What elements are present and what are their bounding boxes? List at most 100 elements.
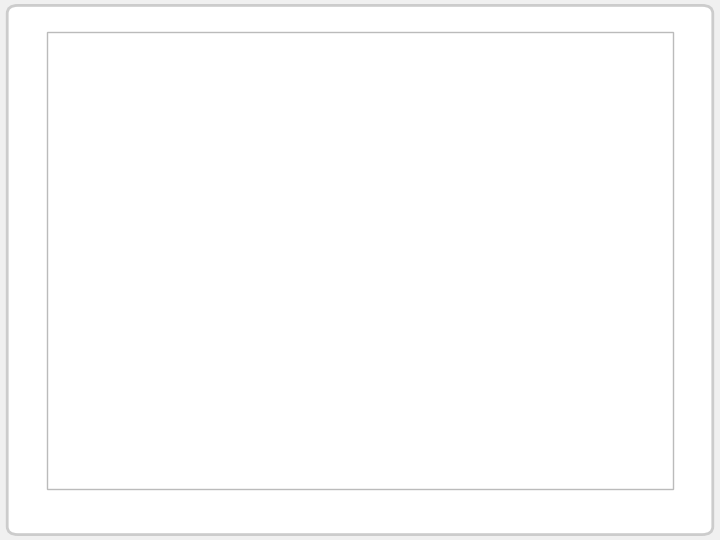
Polygon shape [485, 340, 500, 352]
Polygon shape [469, 374, 478, 376]
Polygon shape [471, 326, 482, 341]
Polygon shape [431, 345, 435, 355]
Polygon shape [397, 372, 410, 375]
Polygon shape [466, 387, 474, 390]
Polygon shape [477, 331, 490, 345]
Polygon shape [428, 381, 433, 382]
Polygon shape [492, 390, 509, 395]
Polygon shape [469, 413, 479, 425]
Polygon shape [449, 395, 450, 401]
Polygon shape [456, 318, 462, 334]
Text: полукружные
каналы
(вращательное
движение): полукружные каналы (вращательное движени… [98, 333, 192, 377]
Polygon shape [464, 357, 472, 364]
Polygon shape [395, 378, 408, 380]
Polygon shape [464, 414, 473, 427]
Text: овальное
окно: овальное окно [122, 181, 174, 203]
Polygon shape [404, 359, 415, 365]
Polygon shape [275, 388, 305, 476]
Polygon shape [458, 393, 464, 399]
Polygon shape [460, 415, 467, 429]
Polygon shape [459, 319, 465, 335]
Polygon shape [445, 416, 446, 430]
Polygon shape [418, 349, 426, 357]
Polygon shape [436, 416, 439, 429]
Polygon shape [466, 361, 474, 367]
Polygon shape [409, 406, 420, 416]
Polygon shape [399, 366, 412, 370]
Polygon shape [430, 388, 434, 391]
Polygon shape [460, 392, 466, 397]
Polygon shape [428, 346, 433, 355]
Polygon shape [443, 373, 444, 375]
Polygon shape [428, 381, 433, 382]
Polygon shape [462, 320, 469, 336]
Polygon shape [432, 376, 436, 377]
Text: Рис. 1. Схема костного и перепончатого лабиринтов: Рис. 1. Схема костного и перепончатого л… [129, 512, 591, 528]
Text: эндолимфатический
мешок: эндолимфатический мешок [91, 457, 205, 479]
Polygon shape [431, 377, 435, 379]
Polygon shape [431, 376, 436, 377]
Polygon shape [439, 394, 441, 399]
Polygon shape [431, 388, 435, 392]
Polygon shape [475, 329, 487, 343]
Polygon shape [410, 353, 420, 361]
Polygon shape [395, 387, 408, 390]
Polygon shape [441, 373, 443, 375]
Polygon shape [467, 384, 476, 386]
Polygon shape [437, 393, 439, 398]
Polygon shape [454, 416, 458, 430]
Polygon shape [304, 364, 336, 392]
Polygon shape [492, 388, 510, 392]
Polygon shape [450, 395, 453, 401]
Polygon shape [200, 290, 310, 430]
Polygon shape [451, 395, 454, 401]
Polygon shape [428, 383, 433, 384]
Polygon shape [440, 373, 441, 375]
Polygon shape [402, 401, 415, 409]
Polygon shape [490, 350, 507, 360]
Polygon shape [438, 373, 441, 375]
Polygon shape [434, 374, 438, 376]
Polygon shape [493, 386, 511, 389]
Text: водопровод
улитки
(слух): водопровод улитки (слух) [422, 434, 488, 467]
Polygon shape [494, 382, 512, 384]
Polygon shape [396, 392, 410, 396]
Polygon shape [489, 395, 505, 402]
Polygon shape [395, 385, 408, 388]
Polygon shape [428, 414, 433, 427]
Polygon shape [428, 383, 433, 386]
Polygon shape [430, 387, 434, 390]
Polygon shape [457, 394, 462, 399]
Polygon shape [451, 417, 455, 430]
Polygon shape [442, 416, 444, 430]
Polygon shape [433, 375, 436, 377]
Polygon shape [494, 368, 513, 372]
Polygon shape [397, 393, 410, 399]
Polygon shape [493, 362, 511, 368]
Polygon shape [480, 406, 494, 416]
Polygon shape [468, 382, 477, 383]
Polygon shape [435, 345, 438, 354]
Polygon shape [441, 373, 442, 375]
Polygon shape [272, 338, 338, 394]
Polygon shape [429, 386, 433, 388]
Polygon shape [433, 415, 437, 428]
Polygon shape [469, 376, 478, 377]
Polygon shape [487, 345, 504, 355]
Polygon shape [456, 416, 462, 430]
Polygon shape [398, 368, 411, 372]
Polygon shape [469, 323, 479, 339]
Polygon shape [482, 404, 496, 414]
Polygon shape [495, 370, 513, 374]
Polygon shape [456, 349, 462, 358]
Polygon shape [436, 374, 438, 375]
Polygon shape [433, 345, 437, 354]
Polygon shape [411, 407, 421, 418]
Polygon shape [447, 345, 449, 355]
Polygon shape [415, 409, 424, 421]
Polygon shape [433, 375, 437, 376]
Polygon shape [491, 392, 508, 397]
Polygon shape [293, 212, 312, 227]
Polygon shape [450, 346, 453, 355]
Polygon shape [431, 415, 436, 428]
